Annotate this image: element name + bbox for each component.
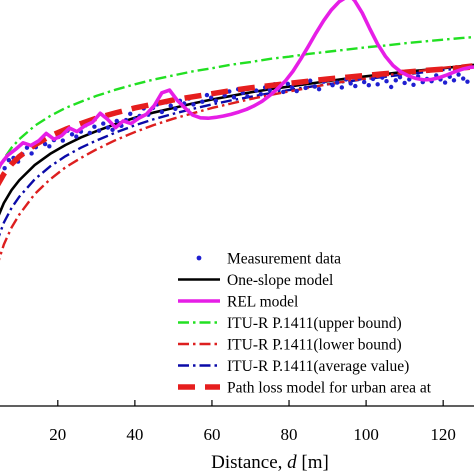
measurement-point: [254, 88, 259, 93]
measurement-point: [87, 130, 92, 136]
measurement-point: [6, 157, 12, 163]
measurement-point: [258, 91, 264, 97]
legend-label: REL model: [227, 294, 298, 311]
legend-label: One-slope model: [227, 272, 333, 289]
measurement-point: [461, 76, 466, 81]
measurement-point: [308, 78, 313, 83]
legend-entry-path-loss-model-for-urban-area-at: Path loss model for urban area at: [178, 380, 432, 397]
legend: Measurement data One-slope model REL model…: [178, 251, 432, 397]
measurement-point: [74, 134, 79, 139]
measurement-point: [353, 83, 358, 89]
measurement-point: [69, 132, 75, 137]
itu-r-p-1411-lower-bound-line: [0, 63, 474, 261]
measurement-point: [361, 79, 367, 85]
measurement-point: [335, 80, 340, 85]
x-tick-label: 100: [353, 425, 379, 444]
x-axis-ticks: 20 40 60 80 100 120: [49, 400, 456, 444]
measurement-point: [375, 82, 380, 87]
x-axis-title-prefix: Distance,: [211, 452, 287, 473]
x-tick-label: 40: [126, 425, 143, 444]
legend-label: ITU-R P.1411(average value): [227, 358, 409, 375]
measurement-point: [393, 78, 398, 83]
measurement-point: [316, 87, 322, 92]
measurement-point: [451, 78, 457, 83]
measurement-point: [348, 81, 353, 86]
measurement-point: [92, 124, 97, 129]
legend-marker: [196, 255, 202, 261]
x-tick-label: 20: [49, 425, 66, 444]
measurement-point: [285, 81, 291, 87]
series-layer: [0, 0, 474, 261]
legend-label: Path loss model for urban area at: [227, 380, 432, 397]
x-tick-label: 120: [430, 425, 456, 444]
series-path-loss-model-for-urban-area-at: [0, 64, 474, 187]
x-tick-label: 60: [203, 425, 220, 444]
measurement-point: [294, 88, 299, 94]
x-axis-title-variable: d: [287, 452, 297, 473]
measurement-point: [339, 85, 345, 90]
measurement-point: [110, 127, 115, 133]
legend-label: ITU-R P.1411(lower bound): [227, 337, 402, 354]
measurement-point: [208, 95, 214, 100]
measurement-point: [442, 80, 448, 85]
measurement-point: [128, 111, 133, 116]
measurement-point: [42, 141, 48, 147]
legend-entry-rel-model: REL model: [178, 294, 298, 311]
measurement-point: [465, 79, 470, 84]
measurement-point: [2, 166, 7, 171]
measurement-point: [60, 138, 66, 143]
measurement-point: [173, 106, 178, 112]
measurement-point: [200, 99, 205, 104]
x-axis-title: Distance, d [m]: [211, 452, 329, 473]
legend-entry-itu-r-p-1411-upper-bound: ITU-R P.1411(upper bound): [178, 315, 402, 332]
series-measurement-data: [0, 72, 470, 180]
measurement-point: [366, 83, 371, 88]
measurement-point: [411, 82, 416, 87]
measurement-point: [29, 151, 34, 156]
legend-entry-itu-r-p-1411-average-value: ITU-R P.1411(average value): [178, 358, 409, 375]
path-loss-model-for-urban-area-at-line: [0, 64, 474, 187]
measurement-point: [96, 128, 102, 133]
legend-label: ITU-R P.1411(upper bound): [227, 315, 402, 332]
rel-model-line: [0, 0, 474, 170]
measurement-point: [384, 79, 389, 84]
measurement-point: [24, 145, 30, 150]
measurement-point: [213, 98, 218, 104]
measurement-point: [105, 125, 111, 130]
series-itu-r-p-1411-average-value: [0, 65, 474, 237]
measurement-point: [204, 92, 210, 98]
legend-entry-measurement-data: Measurement data: [196, 251, 341, 268]
measurement-point: [330, 83, 335, 88]
x-axis-title-unit: [m]: [297, 452, 329, 473]
measurement-point: [388, 84, 394, 90]
measurement-point: [101, 121, 106, 126]
itu-r-p-1411-average-value-line: [0, 65, 474, 237]
legend-entry-itu-r-p-1411-lower-bound: ITU-R P.1411(lower bound): [178, 337, 402, 354]
x-tick-label: 80: [281, 425, 298, 444]
measurement-point: [168, 103, 173, 108]
measurement-point: [159, 109, 165, 115]
measurement-point: [114, 118, 119, 124]
measurement-point: [245, 94, 250, 99]
series-rel-model: [0, 0, 474, 170]
measurement-point: [303, 85, 308, 91]
legend-label: Measurement data: [227, 251, 341, 268]
series-itu-r-p-1411-lower-bound: [0, 63, 474, 261]
measurement-point: [267, 87, 272, 93]
measurement-point: [47, 144, 52, 149]
measurement-point: [402, 80, 407, 86]
measurement-point: [312, 84, 318, 89]
measurement-point: [456, 72, 461, 77]
legend-entry-one-slope-model: One-slope model: [178, 272, 333, 289]
measurement-point: [231, 95, 237, 100]
measurement-point: [191, 102, 196, 107]
itu-r-p-1411-upper-bound-line: [0, 35, 474, 170]
measurement-point: [370, 76, 376, 82]
measurement-point: [281, 89, 286, 95]
measurement-point: [397, 74, 403, 80]
measurement-point: [289, 84, 295, 90]
series-itu-r-p-1411-upper-bound: [0, 35, 474, 170]
